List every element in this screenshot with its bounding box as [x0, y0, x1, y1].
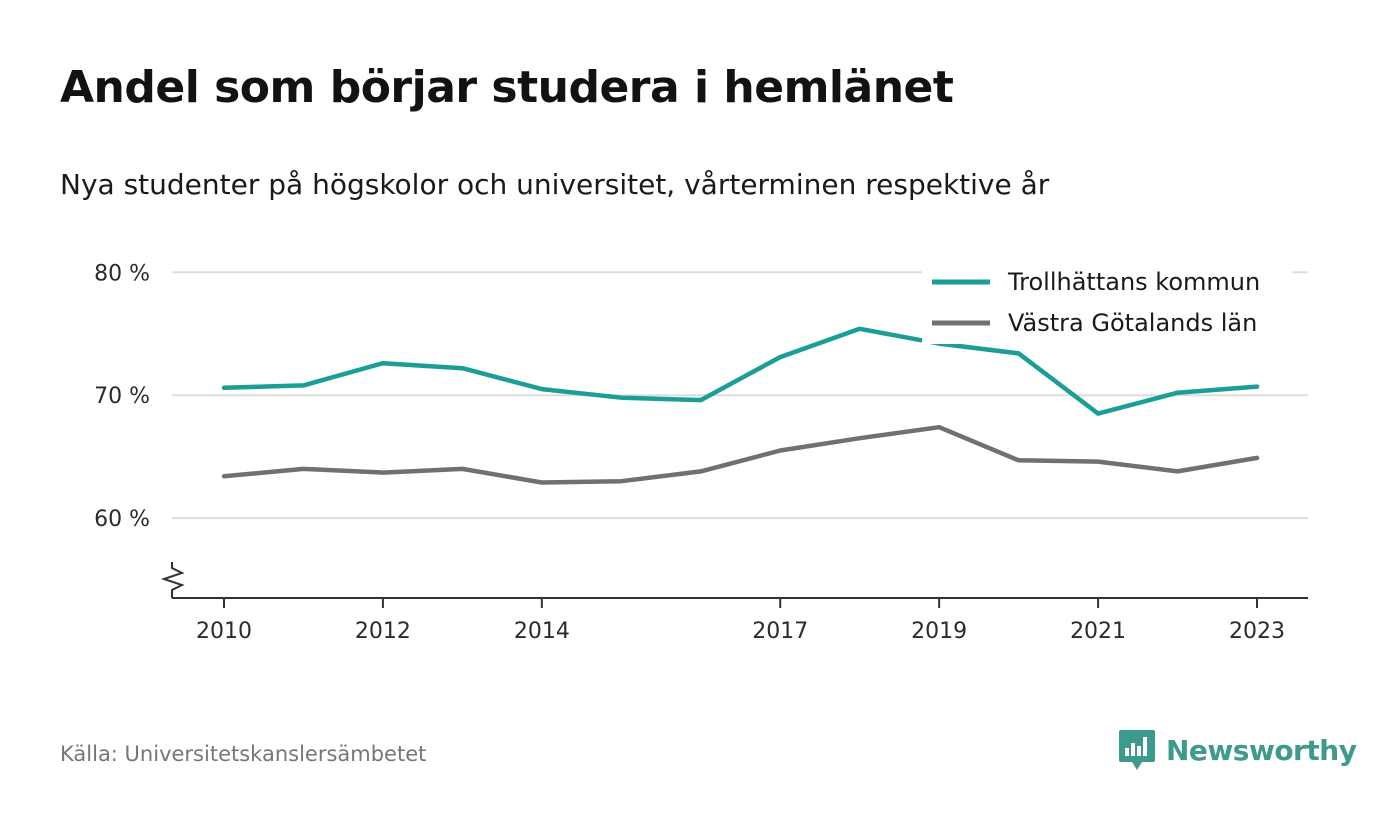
- x-tick-label: 2014: [514, 619, 570, 644]
- legend-background: [922, 260, 1292, 344]
- x-tick-label: 2017: [752, 619, 808, 644]
- y-tick-label: 70 %: [94, 384, 150, 409]
- legend-label: Västra Götalands län: [1008, 309, 1257, 337]
- x-tick-label: 2010: [196, 619, 252, 644]
- x-tick-label: 2019: [911, 619, 967, 644]
- x-tick-label: 2012: [355, 619, 411, 644]
- source-note: Källa: Universitetskanslersämbetet: [60, 742, 427, 766]
- series-line-0: [221, 326, 1260, 416]
- x-tick-label: 2023: [1229, 619, 1285, 644]
- x-tick-label: 2021: [1070, 619, 1126, 644]
- y-tick-label: 60 %: [94, 507, 150, 532]
- axes: 60 % 70 % 80 % 2010 2012 2014 2017 2019 2021 2023: [94, 261, 1308, 644]
- brand-name: Newsworthy: [1166, 733, 1357, 767]
- series-line-1: [221, 424, 1260, 485]
- legend: Trollhättans kommun Västra Götalands län: [922, 260, 1292, 344]
- y-tick-label: 80 %: [94, 261, 150, 286]
- chart-subtitle: Nya studenter på högskolor och universit…: [60, 168, 1050, 201]
- series-lines: [221, 326, 1260, 485]
- legend-label: Trollhättans kommun: [1007, 268, 1260, 296]
- newsworthy-logo-icon: [1119, 730, 1155, 770]
- newsworthy-brand[interactable]: Newsworthy: [1118, 728, 1357, 772]
- line-chart: 60 % 70 % 80 % 2010 2012 2014 2017 2019 2021 2023…: [94, 260, 1308, 644]
- chart-title: Andel som börjar studera i hemlänet: [60, 62, 954, 113]
- axis-break-icon: [160, 562, 185, 598]
